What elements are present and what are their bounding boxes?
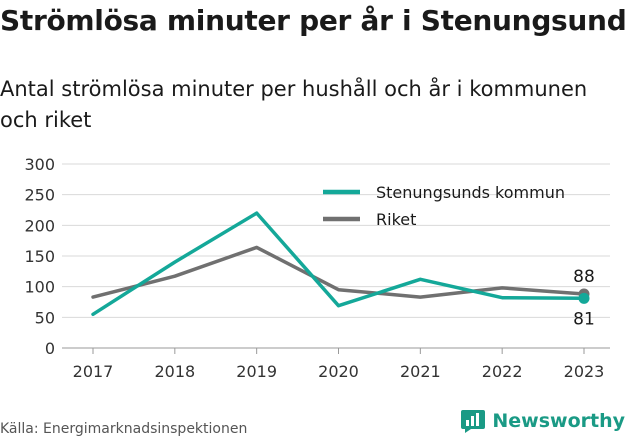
x-tick-label: 2022 — [482, 362, 523, 381]
source-note: Källa: Energimarknadsinspektionen — [0, 421, 248, 437]
series-line-kommun — [91, 211, 586, 317]
y-tick-label: 200 — [24, 216, 55, 235]
x-tick-label: 2020 — [318, 362, 359, 381]
brand-logo: Newsworthy — [460, 408, 625, 434]
y-tick-label: 150 — [24, 247, 55, 266]
x-tick-label: 2018 — [154, 362, 195, 381]
brand-name: Newsworthy — [492, 410, 625, 432]
legend-label-riket: Riket — [376, 210, 416, 229]
line-chart: 0 50 100 150 200 250 300 2017 2018 2019 2020 2021 20… — [24, 155, 610, 381]
x-tick-label: 2021 — [400, 362, 441, 381]
end-label-riket: 88 — [573, 267, 595, 287]
newsworthy-logo-icon — [461, 410, 486, 433]
series-line-riket — [91, 245, 586, 299]
end-marker-kommun — [578, 292, 590, 304]
end-label-kommun: 81 — [573, 309, 595, 329]
chart-subtitle: Antal strömlösa minuter per hushåll och … — [0, 77, 588, 132]
x-tick-label: 2017 — [73, 362, 114, 381]
y-tick-label: 300 — [24, 155, 55, 174]
x-tick-label: 2023 — [564, 362, 605, 381]
chart-title: Strömlösa minuter per år i Stenungsund — [0, 4, 627, 37]
x-tick-label: 2019 — [236, 362, 277, 381]
y-tick-label: 250 — [24, 186, 55, 205]
y-tick-label: 0 — [45, 339, 55, 358]
y-tick-label: 100 — [24, 278, 55, 297]
y-tick-label: 50 — [35, 308, 55, 327]
legend-label-kommun: Stenungsunds kommun — [376, 183, 565, 202]
